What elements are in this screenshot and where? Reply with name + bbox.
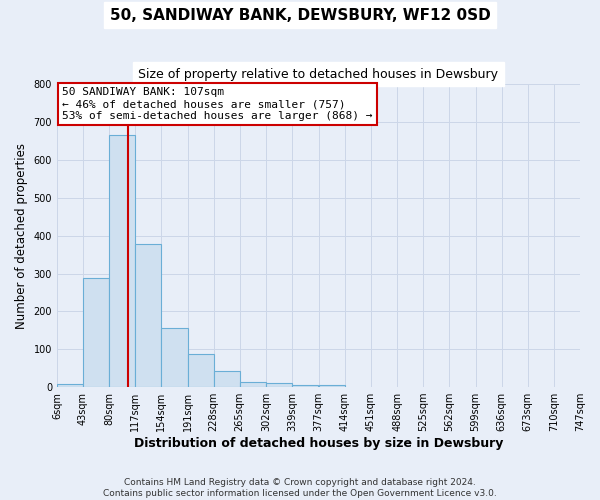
Title: Size of property relative to detached houses in Dewsbury: Size of property relative to detached ho…	[139, 68, 499, 80]
X-axis label: Distribution of detached houses by size in Dewsbury: Distribution of detached houses by size …	[134, 437, 503, 450]
Bar	[161, 328, 188, 387]
Bar	[214, 371, 240, 387]
Text: Contains HM Land Registry data © Crown copyright and database right 2024.
Contai: Contains HM Land Registry data © Crown c…	[103, 478, 497, 498]
Text: 50 SANDIWAY BANK: 107sqm
← 46% of detached houses are smaller (757)
53% of semi-: 50 SANDIWAY BANK: 107sqm ← 46% of detach…	[62, 88, 373, 120]
Bar	[135, 244, 161, 387]
Bar	[292, 385, 318, 387]
Bar	[109, 135, 135, 387]
Text: 50, SANDIWAY BANK, DEWSBURY, WF12 0SD: 50, SANDIWAY BANK, DEWSBURY, WF12 0SD	[110, 8, 490, 22]
Bar	[319, 385, 345, 387]
Bar	[57, 384, 83, 387]
Bar	[83, 278, 109, 387]
Y-axis label: Number of detached properties: Number of detached properties	[15, 143, 28, 329]
Bar	[188, 354, 214, 387]
Bar	[240, 382, 266, 387]
Bar	[266, 384, 292, 387]
